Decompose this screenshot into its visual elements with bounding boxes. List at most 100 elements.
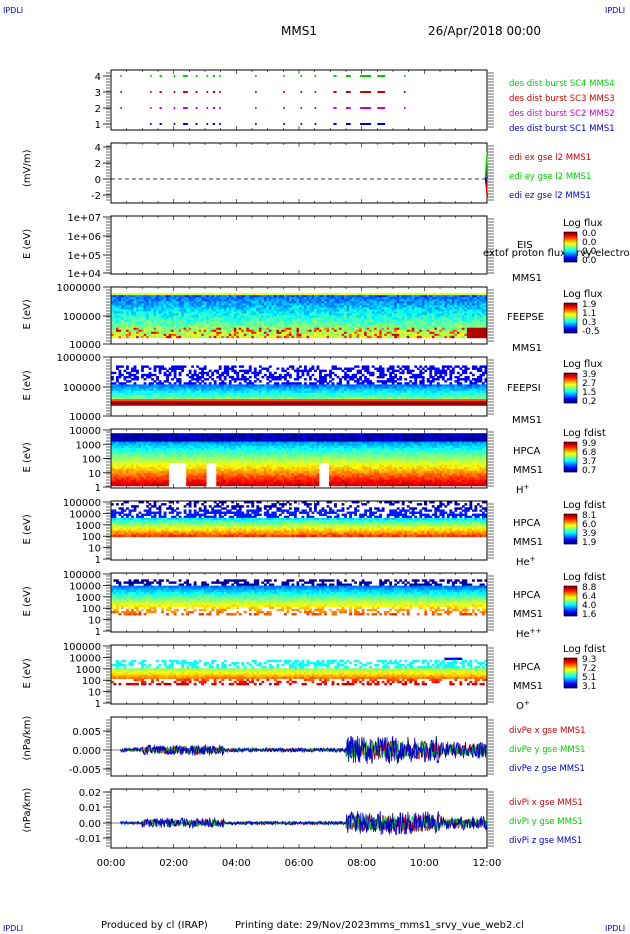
feepse-spectrogram-cell (421, 301, 425, 304)
feepse-spectrogram-cell (226, 323, 230, 326)
feepsi-spectrogram-cell (263, 386, 267, 389)
feepse-spectrogram-cell (326, 325, 330, 329)
feepse-spectrogram-cell (128, 321, 132, 324)
feepse-spectrogram-cell (133, 309, 137, 312)
feepsi-spectrogram-cell (273, 382, 277, 385)
feepse-spectrogram-cell (351, 307, 355, 310)
feepse-spectrogram-cell (354, 323, 357, 326)
feepse-spectrogram-cell (389, 327, 393, 331)
feepsi-spectrogram-cell (178, 380, 182, 383)
feepse-spectrogram-cell (223, 329, 227, 333)
feepse-spectrogram-cell (266, 311, 270, 314)
feepse-spectrogram-cell (178, 311, 182, 314)
feepse-spectrogram-cell (384, 301, 388, 304)
feepse-spectrogram-cell (459, 295, 463, 298)
feepse-spectrogram-cell (364, 321, 367, 324)
feepsi-spectrogram-cell (218, 382, 222, 385)
feepse-spectrogram-cell (419, 319, 423, 322)
feepse-spectrogram-cell (479, 297, 483, 300)
feepsi-spectrogram-cell (171, 390, 174, 394)
feepsi-spectrogram-cell (213, 388, 217, 392)
feepse-spectrogram-cell (319, 305, 322, 308)
feepse-spectrogram-cell (238, 327, 242, 331)
feepsi-spectrogram-cell (261, 399, 265, 402)
feepse-spectrogram-cell (341, 323, 345, 326)
feepse-spectrogram-cell (198, 307, 202, 310)
feepse-spectrogram-cell (296, 311, 300, 314)
feepse-spectrogram-cell (339, 329, 342, 333)
feepsi-spectrogram-cell (216, 397, 220, 400)
feepsi-spectrogram-cell (113, 401, 117, 404)
feepse-spectrogram-cell (384, 293, 388, 296)
feepse-spectrogram-cell (286, 315, 290, 318)
feepse-spectrogram-cell (166, 321, 169, 324)
feepse-spectrogram-cell (248, 315, 252, 318)
feepsi-spectrogram-cell (296, 403, 300, 406)
feepse-spectrogram-cell (446, 327, 450, 331)
feepse-spectrogram-cell (288, 297, 292, 300)
feepse-spectrogram-cell (449, 311, 453, 314)
burst-legend-entry: des dist burst SC4 MMS4 (509, 79, 615, 89)
feepse-spectrogram-cell (406, 309, 410, 312)
feepsi-spectrogram-cell (248, 390, 252, 394)
feepse-spectrogram-cell (479, 311, 483, 314)
feepse-spectrogram-cell (421, 317, 425, 320)
feepsi-spectrogram-cell (138, 397, 142, 400)
feepse-spectrogram-cell (251, 335, 255, 339)
feepse-spectrogram-cell (193, 317, 197, 320)
feepse-spectrogram-cell (481, 293, 485, 296)
feepse-spectrogram-cell (369, 333, 372, 337)
feepse-spectrogram-cell (148, 303, 152, 306)
feepsi-spectrogram-cell (299, 394, 302, 398)
feepse-spectrogram-cell (376, 321, 380, 324)
feepse-spectrogram-cell (339, 305, 342, 308)
feepse-spectrogram-cell (374, 327, 378, 331)
feepse-spectrogram-cell (359, 317, 362, 320)
feepse-spectrogram-cell (268, 299, 272, 302)
feepse-spectrogram-cell (309, 333, 312, 337)
feepse-spectrogram-cell (196, 311, 200, 314)
feepse-spectrogram-cell (138, 301, 142, 304)
feepse-spectrogram-cell (416, 321, 420, 324)
feepse-spectrogram-cell (288, 323, 292, 326)
feepse-spectrogram-cell (379, 317, 383, 320)
feepse-spectrogram-cell (121, 313, 124, 316)
feepse-spectrogram-cell (246, 311, 250, 314)
feepse-spectrogram-cell (336, 321, 340, 324)
feepse-spectrogram-cell (476, 305, 480, 308)
feepse-spectrogram-cell (196, 329, 200, 333)
feepse-spectrogram-cell (326, 333, 330, 337)
feepsi-spectrogram-cell (293, 392, 297, 396)
feepsi-spectrogram-cell (233, 397, 237, 400)
feepse-spectrogram-cell (148, 299, 152, 302)
feepse-spectrogram-cell (389, 315, 393, 318)
feepse-spectrogram-cell (306, 331, 310, 335)
feepse-spectrogram-cell (404, 303, 408, 306)
feepsi-spectrogram-cell (191, 388, 195, 392)
feepse-spectrogram-cell (233, 305, 237, 308)
feepse-spectrogram-cell (266, 305, 270, 308)
feepse-spectrogram-cell (321, 331, 325, 335)
feepsi-spectrogram-cell (228, 397, 232, 400)
feepsi-spectrogram-cell (126, 397, 129, 400)
feepse-spectrogram-cell (146, 323, 149, 326)
feepse-spectrogram-cell (371, 307, 375, 310)
feepsi-spectrogram-cell (156, 365, 159, 368)
feepse-spectrogram-cell (346, 307, 350, 310)
feepse-spectrogram-cell (431, 325, 435, 329)
feepse-spectrogram-cell (336, 335, 340, 339)
feepsi-spectrogram-cell (163, 386, 167, 389)
feepse-spectrogram-cell (228, 319, 232, 322)
feepse-spectrogram-cell (211, 331, 215, 335)
feepse-spectrogram-cell (271, 331, 275, 335)
burst-interval-mark (150, 75, 152, 77)
feepsi-spectrogram-cell (201, 386, 205, 389)
feepse-spectrogram-cell (201, 317, 205, 320)
feepse-spectrogram-cell (248, 329, 252, 333)
feepsi-spectrogram-cell (151, 382, 154, 385)
eis-colorbar-gradient (564, 245, 577, 247)
feepse-spectrogram-cell (324, 333, 327, 337)
feepse-spectrogram-cell (261, 321, 265, 324)
feepse-spectrogram-cell (449, 331, 453, 335)
feepse-spectrogram-cell (439, 307, 443, 310)
